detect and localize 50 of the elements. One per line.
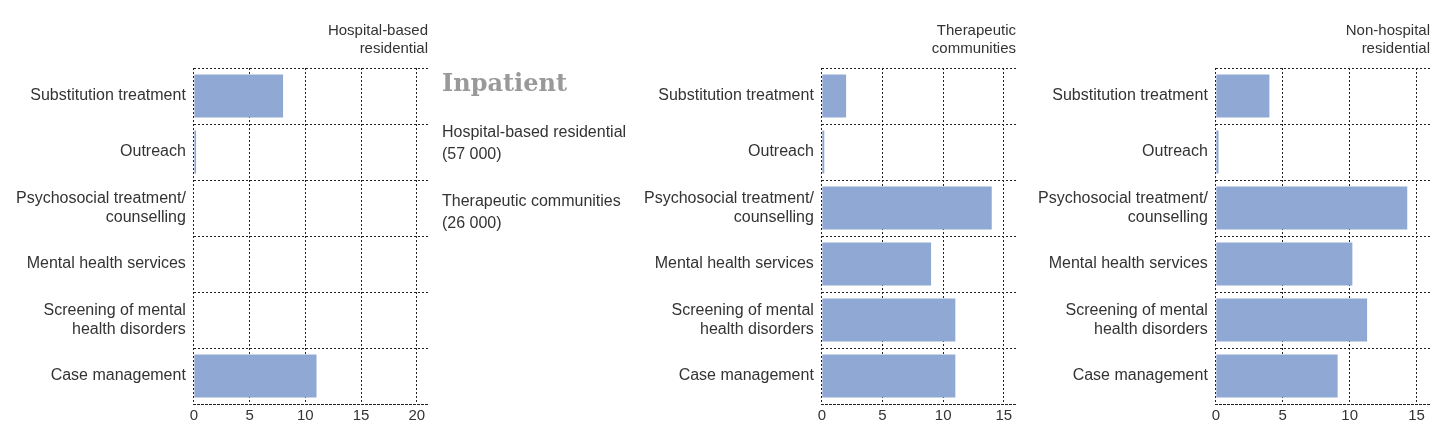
y-tick-label: Case management	[50, 366, 187, 384]
x-tick-label: 10	[297, 406, 314, 424]
chart-title: Non-hospital residential	[1345, 21, 1430, 57]
y-tick-label: Outreach	[748, 142, 814, 160]
x-tick-label: 20	[408, 406, 426, 424]
x-tick-label: 15	[1408, 406, 1425, 424]
bar	[1216, 354, 1338, 398]
y-tick-label: Psychosocial treatment/ counselling	[643, 188, 815, 226]
chart-title: Therapeutic communities	[931, 21, 1017, 57]
bar	[822, 186, 992, 230]
bar	[1216, 242, 1353, 286]
y-tick-label: Case management	[1072, 366, 1209, 384]
bar	[1216, 298, 1368, 342]
y-tick-label: Substitution treatment	[30, 86, 187, 104]
x-tick-label: 10	[1341, 406, 1359, 424]
bar	[1216, 186, 1408, 230]
text: Hospital-based residential (57 000)	[442, 122, 628, 165]
bar	[822, 74, 847, 118]
bar	[822, 242, 932, 286]
y-tick-label: Mental health services	[1048, 254, 1208, 272]
y-tick-label: Screening of mental health disorders	[43, 300, 186, 338]
y-tick-label: Screening of mental health disorders	[671, 300, 814, 338]
y-tick-label: Screening of mental health disorders	[1065, 300, 1208, 338]
y-tick-label: Outreach	[1142, 142, 1208, 160]
y-tick-label: Outreach	[120, 142, 186, 160]
x-tick-label: 0	[1211, 406, 1221, 424]
bar	[1216, 130, 1219, 174]
x-tick-label: 5	[245, 406, 254, 424]
y-tick-label: Substitution treatment	[1052, 86, 1209, 104]
y-tick-label: Substitution treatment	[658, 86, 815, 104]
bar	[822, 298, 956, 342]
y-tick-label: Mental health services	[26, 254, 186, 272]
text: Therapeutic communities (26 000)	[442, 190, 622, 234]
x-tick-label: 15	[995, 406, 1013, 424]
bar	[194, 354, 317, 398]
bar	[822, 354, 956, 398]
x-tick-label: 5	[878, 406, 887, 424]
y-tick-label: Psychosocial treatment/ counselling	[1037, 188, 1209, 226]
y-tick-label: Case management	[678, 366, 815, 384]
y-tick-label: Psychosocial treatment/ counselling	[15, 188, 187, 226]
x-tick-label: 5	[1278, 406, 1287, 424]
bar	[1216, 74, 1270, 118]
x-tick-label: 0	[189, 406, 199, 424]
chart-title: Hospital-based residential	[327, 21, 428, 57]
x-tick-label: 0	[817, 406, 827, 424]
x-tick-label: 15	[352, 406, 370, 424]
bar	[194, 74, 284, 118]
x-tick-label: 10	[934, 406, 952, 424]
y-tick-label: Mental health services	[654, 254, 814, 272]
text: Inpatient	[442, 68, 568, 97]
